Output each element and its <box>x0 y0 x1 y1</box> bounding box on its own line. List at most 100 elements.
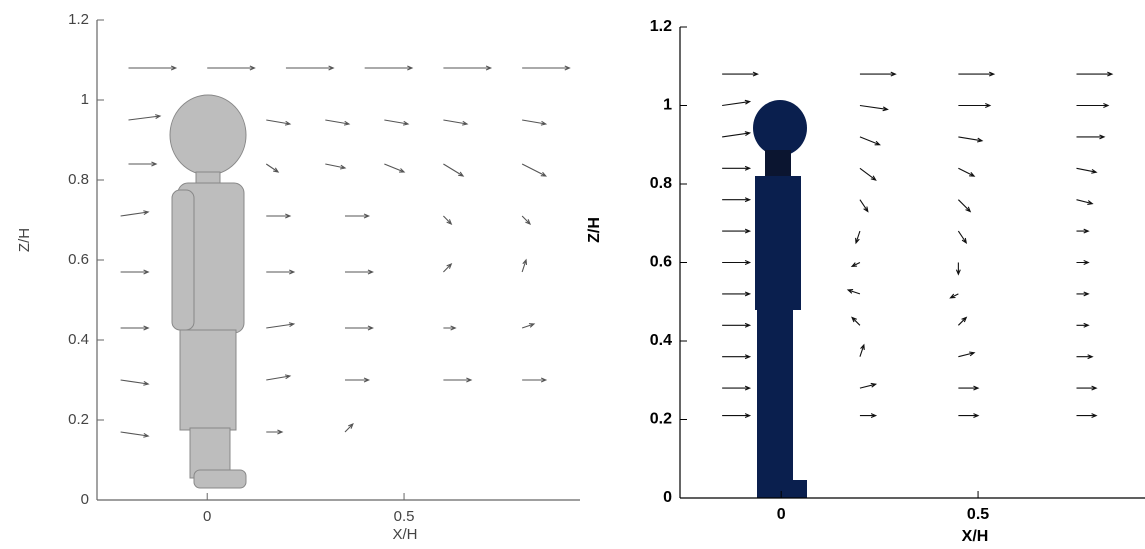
vector-arrow <box>266 269 296 275</box>
vector-arrow <box>722 413 752 419</box>
person-left <box>169 94 247 489</box>
y-tick-label: 0.2 <box>650 411 672 428</box>
vector-arrow <box>325 163 347 170</box>
vector-arrow <box>722 131 752 138</box>
vector-arrow <box>722 354 752 360</box>
vector-arrow <box>443 377 473 383</box>
vector-arrow <box>521 323 536 329</box>
vector-arrow <box>722 385 752 391</box>
y-tick-label: 1 <box>663 97 672 114</box>
vector-arrow <box>285 65 335 71</box>
vector-arrow <box>120 210 150 217</box>
vector-arrow <box>1076 354 1094 360</box>
vector-arrow <box>1076 322 1090 328</box>
vector-arrow <box>1076 228 1090 234</box>
vector-arrow <box>1076 385 1098 391</box>
y-axis-label: Z/H <box>586 217 603 243</box>
y-tick-label: 0 <box>663 489 672 506</box>
vector-arrow <box>384 119 410 126</box>
vector-arrow <box>958 351 976 358</box>
x-axis-label: X/H <box>392 526 417 543</box>
vector-arrow <box>1076 413 1098 419</box>
vector-arrow <box>722 260 752 265</box>
vector-arrow <box>957 199 972 213</box>
vector-arrow <box>1076 260 1090 265</box>
vector-arrow <box>344 377 371 383</box>
vector-arrow <box>266 119 292 126</box>
y-tick-label: 0.4 <box>650 332 672 349</box>
y-tick-label: 0.6 <box>650 254 672 271</box>
vector-arrow <box>859 136 881 146</box>
vector-arrow <box>344 325 374 331</box>
vector-arrow <box>266 429 284 435</box>
person-right <box>753 100 807 498</box>
y-tick-label: 0.8 <box>68 171 89 188</box>
vector-arrow <box>266 322 296 329</box>
vector-arrow <box>859 382 878 389</box>
vector-arrow <box>128 161 158 167</box>
vector-arrow <box>958 71 996 77</box>
vector-arrow <box>120 379 150 386</box>
vector-arrow <box>1076 71 1114 77</box>
vector-arrow <box>859 167 877 181</box>
vector-arrow <box>855 230 861 245</box>
vector-arrow <box>846 289 861 295</box>
vector-arrow <box>120 269 150 275</box>
vector-arrow <box>958 136 984 143</box>
vector-arrow <box>722 165 752 171</box>
vector-arrow <box>1076 291 1090 297</box>
vector-arrow <box>958 385 980 391</box>
vector-arrow <box>955 262 961 276</box>
vector-arrow <box>958 167 976 177</box>
vector-arrow <box>521 163 548 177</box>
x-tick-label: 0 <box>777 506 786 523</box>
vector-arrow <box>522 377 548 383</box>
vector-arrow <box>344 213 371 219</box>
y-tick-label: 1 <box>81 91 89 108</box>
vector-arrow <box>443 119 469 126</box>
x-tick-label: 0 <box>203 508 211 525</box>
vector-arrow <box>1076 167 1098 174</box>
vector-arrow <box>443 65 493 71</box>
y-tick-label: 0 <box>81 491 89 508</box>
vector-arrow <box>266 374 292 381</box>
vector-arrow <box>722 322 752 328</box>
vector-arrow <box>722 71 759 77</box>
vector-arrow <box>265 163 280 173</box>
vector-arrow <box>522 65 571 71</box>
vector-arrow <box>266 213 292 219</box>
vector-arrow <box>120 325 150 331</box>
vector-arrow <box>443 262 453 273</box>
vector-arrow <box>859 343 865 357</box>
x-axis-label: X/H <box>962 528 989 545</box>
vector-arrow <box>850 262 861 268</box>
vector-arrow <box>722 197 752 203</box>
vector-arrow <box>521 258 528 273</box>
vector-arrow <box>957 230 968 245</box>
vector-arrow <box>1076 199 1094 205</box>
vector-arrow <box>949 293 959 299</box>
x-tick-label: 0.5 <box>394 508 415 525</box>
y-tick-label: 0.6 <box>68 251 89 268</box>
y-tick-label: 1.2 <box>650 18 672 35</box>
vector-arrow <box>1076 134 1106 140</box>
vector-arrow <box>859 199 869 213</box>
vector-arrow <box>722 228 752 234</box>
vector-arrow <box>344 269 374 275</box>
vector-arrow <box>859 413 878 419</box>
vector-arrow <box>128 114 162 121</box>
vector-arrow <box>344 422 354 433</box>
vector-arrow <box>958 103 992 108</box>
vector-arrow <box>521 215 531 226</box>
vector-arrow <box>1076 103 1110 108</box>
vector-arrow <box>443 163 465 177</box>
vector-arrow <box>958 413 980 419</box>
vector-arrow <box>128 65 178 71</box>
vector-arrow <box>207 65 256 71</box>
vector-arrow <box>722 291 752 297</box>
vector-arrow <box>325 119 351 126</box>
y-axis-label: Z/H <box>16 228 33 252</box>
vector-arrow <box>522 119 548 126</box>
vector-arrow <box>364 65 414 71</box>
vector-arrow <box>384 163 406 173</box>
